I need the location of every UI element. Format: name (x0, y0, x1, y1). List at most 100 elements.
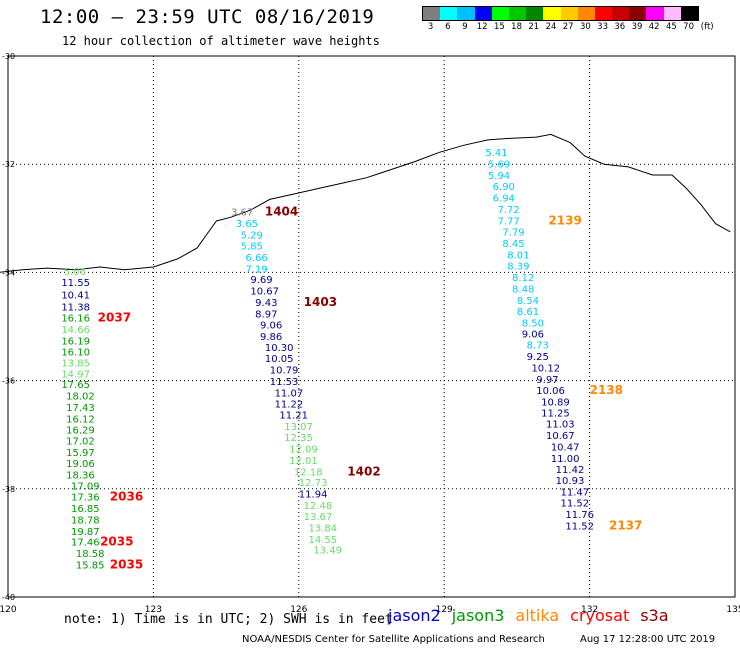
wave-height-value: 11.55 (61, 278, 90, 289)
wave-height-value: 6.94 (493, 194, 515, 205)
wave-height-value: 9.06 (260, 321, 282, 332)
wave-height-value: 17.65 (61, 380, 90, 391)
wave-height-value: 9.06 (522, 329, 544, 340)
wave-height-value: 5.41 (485, 148, 507, 159)
lat-tick-label: -32 (2, 160, 15, 169)
lon-tick-label: 129 (436, 605, 453, 615)
colorbar-swatch (491, 7, 509, 20)
lat-tick-label: -38 (2, 485, 15, 494)
wave-height-value: 10.30 (265, 343, 294, 354)
wave-height-value: 10.79 (270, 366, 299, 377)
lat-tick-label: -40 (2, 593, 15, 602)
credit-text: NOAA/NESDIS Center for Satellite Applica… (242, 634, 545, 645)
wave-height-value: 3.65 (236, 219, 258, 230)
wave-height-value: 15.97 (66, 448, 95, 459)
wave-height-value: 14.97 (61, 369, 90, 380)
wave-height-value: 12.73 (299, 478, 328, 489)
wave-height-value: 13.07 (284, 422, 313, 433)
colorbar-swatch (663, 7, 681, 20)
wave-height-value: 11.07 (275, 388, 304, 399)
wave-height-value: 12.18 (294, 467, 323, 478)
wave-height-value: 9.43 (255, 298, 277, 309)
colorbar-tick-label: 33 (597, 22, 609, 32)
wave-height-value: 8.97 (255, 309, 277, 320)
wave-height-value: 12.48 (304, 501, 333, 512)
wave-height-value: 14.55 (308, 535, 337, 546)
colorbar-tick-label: 18 (511, 22, 523, 32)
wave-height-value: 10.89 (541, 397, 570, 408)
wave-height-value: 8.39 (507, 262, 529, 273)
wave-height-value: 5.94 (488, 171, 510, 182)
wave-height-value: 17.36 (71, 493, 100, 504)
wave-height-value: 11.76 (565, 510, 594, 521)
map-frame (7, 55, 736, 598)
wave-height-value: 17.46 (71, 538, 100, 549)
colorbar-swatch (543, 7, 561, 20)
wave-height-value: 6.66 (245, 253, 267, 264)
chart-subtitle: 12 hour collection of altimeter wave hei… (62, 34, 380, 48)
wave-height-value: 6.90 (493, 182, 515, 193)
wave-height-value: 13.85 (61, 359, 90, 370)
pass-time-label: 1404 (265, 205, 298, 219)
wave-height-value: 8.45 (502, 239, 524, 250)
wave-height-value: 8.48 (512, 284, 534, 295)
wave-height-value: 8.01 (507, 250, 529, 261)
wave-height-value: 10.47 (551, 442, 580, 453)
pass-time-label: 2037 (98, 311, 131, 325)
colorbar-swatch (629, 7, 647, 20)
colorbar-tick-label: 24 (545, 22, 557, 32)
wave-height-value: 11.52 (565, 521, 594, 532)
wave-height-value: 11.53 (270, 377, 299, 388)
wave-height-value: 13.67 (304, 512, 333, 523)
wave-height-value: 11.21 (279, 410, 308, 421)
pass-time-label: 2036 (110, 490, 143, 504)
wave-height-value: 19.06 (66, 459, 95, 470)
legend-item: cryosat (570, 606, 630, 625)
lat-tick-label: -34 (2, 268, 15, 277)
wave-height-value: 7.19 (245, 264, 267, 275)
pass-time-label: 1403 (304, 295, 337, 309)
legend-item: altika (515, 606, 560, 625)
generated-timestamp: Aug 17 12:28:00 UTC 2019 (580, 634, 716, 645)
colorbar-swatch (457, 7, 475, 20)
colorbar-tick-label: 45 (665, 22, 677, 32)
wave-height-value: 11.00 (551, 454, 580, 465)
footer-note: note: 1) Time is in UTC; 2) SWH is in fe… (64, 612, 393, 627)
colorbar-tick-label: 15 (493, 22, 505, 32)
colorbar-tick-label: 42 (648, 22, 660, 32)
colorbar-swatch (526, 7, 544, 20)
colorbar-tick-label: 6 (445, 22, 451, 32)
wave-height-value: 7.79 (502, 228, 524, 239)
wave-height-value: 12.09 (289, 445, 318, 456)
satellite-legend: jason2 jason3 altika cryosat s3a (388, 606, 680, 625)
wave-height-value: 10.67 (250, 287, 279, 298)
colorbar-swatch (680, 7, 698, 20)
colorbar-swatch (577, 7, 595, 20)
lon-tick-label: 123 (145, 605, 162, 615)
colorbar-swatch (646, 7, 664, 20)
wave-height-value: 19.87 (71, 527, 100, 538)
wave-height-value: 12.35 (284, 433, 313, 444)
wave-height-value: 16.16 (61, 314, 90, 325)
wave-height-value: 3.67 (231, 208, 253, 219)
wave-height-value: 10.93 (556, 476, 585, 487)
wave-height-value: 18.78 (71, 515, 100, 526)
wave-height-value: 11.38 (61, 302, 90, 313)
wave-height-value: 16.12 (66, 414, 95, 425)
wave-height-value: 15.85 (76, 560, 105, 571)
wave-height-value: 16.19 (61, 336, 90, 347)
pass-time-label: 2138 (590, 383, 623, 397)
wave-height-value: 11.52 (561, 499, 590, 510)
colorbar-swatch (474, 7, 492, 20)
wave-height-value: 18.58 (76, 549, 105, 560)
wave-height-value: 5.06 (64, 267, 86, 278)
wave-height-value: 9.69 (250, 275, 272, 286)
wave-height-value: 10.05 (265, 354, 294, 365)
wave-height-value: 5.85 (241, 242, 263, 253)
wave-height-value: 8.50 (522, 319, 544, 330)
wave-height-value: 13.49 (313, 546, 342, 557)
pass-time-label: 2139 (548, 213, 581, 227)
colorbar-tick-label: 30 (579, 22, 591, 32)
colorbar-tick-label: 36 (614, 22, 626, 32)
